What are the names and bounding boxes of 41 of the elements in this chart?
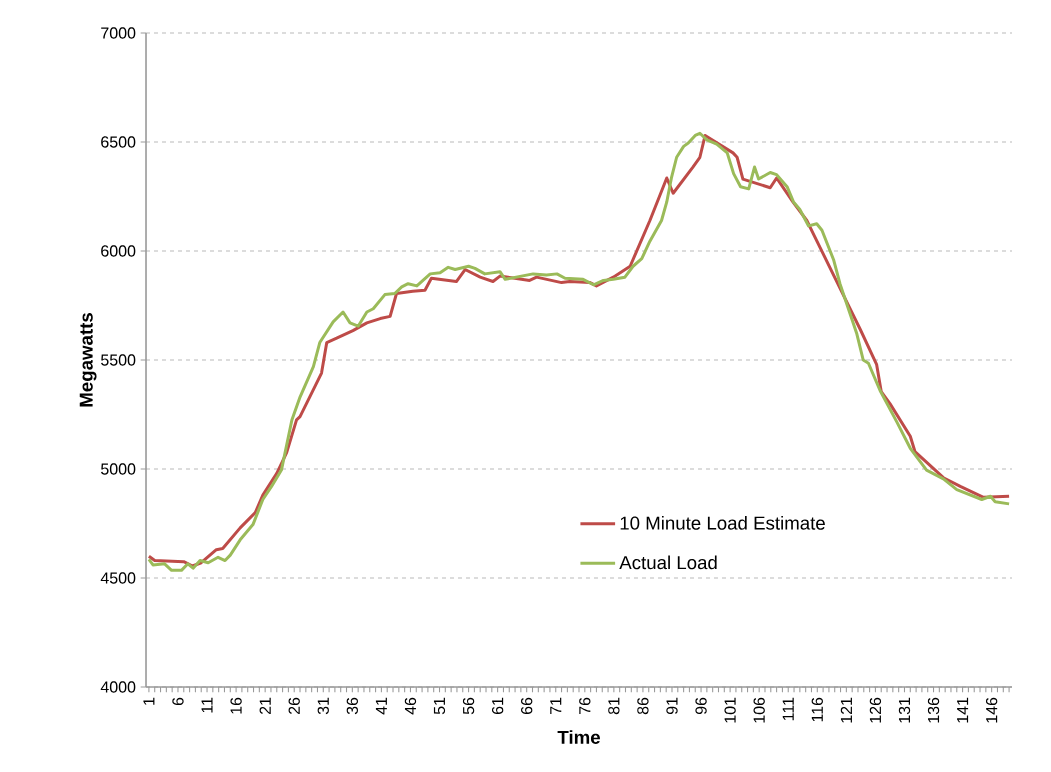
x-tick-label: 81 (608, 697, 620, 715)
x-tick-label: 11 (201, 697, 213, 713)
x-tick-label: 31 (317, 697, 329, 715)
x-axis-title: Time (557, 730, 600, 744)
x-tick-label: 76 (579, 697, 591, 715)
x-tick-label: 6 (172, 697, 184, 706)
y-tick-label: 5500 (101, 354, 136, 366)
x-tick-label: 126 (869, 697, 882, 723)
x-tick-label: 136 (927, 697, 940, 723)
x-tick-label: 96 (695, 697, 707, 715)
x-tick-label: 101 (724, 697, 736, 723)
x-tick-label: 141 (957, 697, 969, 723)
x-tick-label: 106 (753, 697, 765, 723)
y-tick-label: 5000 (101, 463, 136, 475)
y-tick-label: 7000 (101, 27, 136, 39)
x-tick-label: 71 (550, 697, 562, 715)
y-tick-label: 6000 (101, 245, 136, 257)
x-tick-label: 116 (811, 697, 823, 722)
x-tick-label: 131 (898, 697, 911, 723)
x-tick-label: 61 (491, 697, 504, 715)
x-tick-label: 26 (288, 697, 300, 715)
x-tick-label: 86 (637, 697, 649, 715)
y-tick-label: 4500 (100, 572, 136, 584)
x-tick-label: 46 (404, 697, 417, 715)
x-tick-label: 1 (143, 697, 155, 705)
x-tick-label: 16 (230, 697, 242, 714)
legend-label: Actual Load (619, 555, 717, 570)
x-tick-label: 66 (521, 697, 533, 715)
x-tick-label: 41 (375, 697, 387, 715)
x-tick-label: 146 (985, 697, 998, 723)
y-tick-label: 6500 (101, 136, 136, 148)
x-tick-label: 21 (259, 697, 271, 715)
x-tick-label: 91 (666, 697, 678, 715)
x-tick-label: 56 (462, 697, 475, 715)
y-axis-title: Megawatts (79, 313, 97, 407)
x-tick-label: 51 (433, 697, 446, 715)
x-tick-label: 111 (782, 697, 794, 721)
y-tick-label: 4000 (100, 681, 136, 693)
x-tick-label: 121 (840, 697, 852, 723)
legend-label: 10 Minute Load Estimate (620, 516, 825, 530)
x-tick-label: 36 (346, 697, 358, 715)
